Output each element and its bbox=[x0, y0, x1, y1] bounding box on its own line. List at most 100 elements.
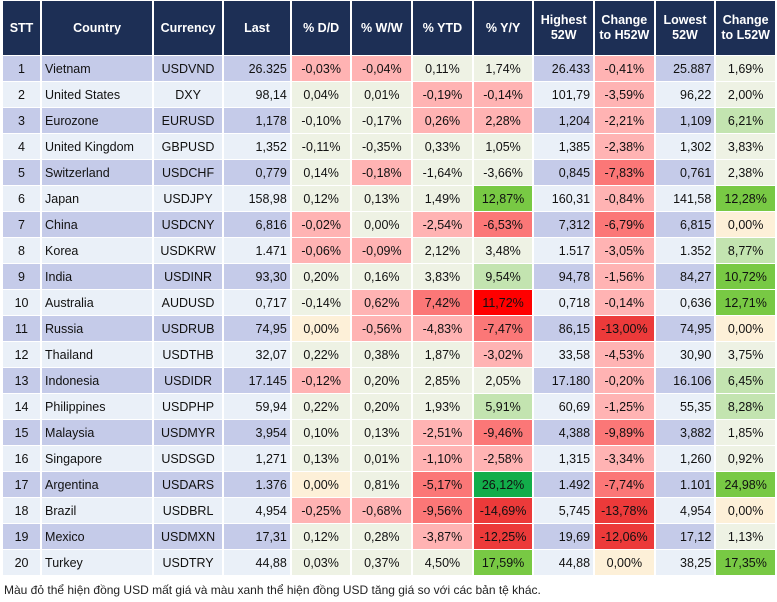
header-ww[interactable]: % W/W bbox=[352, 1, 412, 55]
high52w-cell: 94,78 bbox=[534, 264, 594, 289]
currency-cell: USDKRW bbox=[154, 238, 222, 263]
yy-cell: 11,72% bbox=[473, 290, 533, 315]
dd-cell: -0,10% bbox=[291, 108, 351, 133]
table-row: 13 Indonesia USDIDR 17.145 -0,12% 0,20% 2,85% 2… bbox=[3, 368, 775, 393]
last-cell: 1,271 bbox=[224, 446, 290, 471]
change-l52w-cell: 1,13% bbox=[716, 524, 775, 549]
last-cell: 93,30 bbox=[224, 264, 290, 289]
stt-cell: 14 bbox=[3, 394, 41, 419]
country-cell: Argentina bbox=[42, 472, 153, 497]
header-change-h52w[interactable]: Change to H52W bbox=[595, 1, 654, 55]
low52w-cell: 30,90 bbox=[655, 342, 715, 367]
change-h52w-cell: -3,59% bbox=[595, 82, 654, 107]
change-l52w-cell: 0,00% bbox=[716, 498, 775, 523]
currency-cell: USDPHP bbox=[154, 394, 222, 419]
last-cell: 59,94 bbox=[224, 394, 290, 419]
high52w-cell: 160,31 bbox=[534, 186, 594, 211]
change-h52w-cell: -0,20% bbox=[595, 368, 654, 393]
stt-cell: 7 bbox=[3, 212, 41, 237]
header-yy[interactable]: % Y/Y bbox=[473, 1, 533, 55]
ww-cell: 0,13% bbox=[352, 186, 412, 211]
high52w-cell: 19,69 bbox=[534, 524, 594, 549]
low52w-cell: 84,27 bbox=[655, 264, 715, 289]
dd-cell: -0,12% bbox=[291, 368, 351, 393]
change-l52w-cell: 0,00% bbox=[716, 316, 775, 341]
currency-table: STT Country Currency Last % D/D % W/W % … bbox=[1, 0, 777, 576]
low52w-cell: 16.106 bbox=[655, 368, 715, 393]
high52w-cell: 1,204 bbox=[534, 108, 594, 133]
ww-cell: 0,37% bbox=[352, 550, 412, 575]
high52w-cell: 60,69 bbox=[534, 394, 594, 419]
table-row: 11 Russia USDRUB 74,95 0,00% -0,56% -4,83% -7,4… bbox=[3, 316, 775, 341]
country-cell: Thailand bbox=[42, 342, 153, 367]
high52w-cell: 1,315 bbox=[534, 446, 594, 471]
yy-cell: -3,02% bbox=[473, 342, 533, 367]
last-cell: 1,178 bbox=[224, 108, 290, 133]
currency-cell: GBPUSD bbox=[154, 134, 222, 159]
last-cell: 32,07 bbox=[224, 342, 290, 367]
low52w-cell: 6,815 bbox=[655, 212, 715, 237]
ytd-cell: -1,64% bbox=[413, 160, 472, 185]
header-currency[interactable]: Currency bbox=[154, 1, 222, 55]
change-h52w-cell: -0,84% bbox=[595, 186, 654, 211]
yy-cell: 12,87% bbox=[473, 186, 533, 211]
ww-cell: 0,38% bbox=[352, 342, 412, 367]
currency-cell: USDMXN bbox=[154, 524, 222, 549]
country-cell: Brazil bbox=[42, 498, 153, 523]
stt-cell: 6 bbox=[3, 186, 41, 211]
dd-cell: 0,22% bbox=[291, 342, 351, 367]
country-cell: Turkey bbox=[42, 550, 153, 575]
last-cell: 74,95 bbox=[224, 316, 290, 341]
ytd-cell: 1,87% bbox=[413, 342, 472, 367]
last-cell: 1.376 bbox=[224, 472, 290, 497]
last-cell: 3,954 bbox=[224, 420, 290, 445]
country-cell: Russia bbox=[42, 316, 153, 341]
header-ytd[interactable]: % YTD bbox=[413, 1, 472, 55]
last-cell: 98,14 bbox=[224, 82, 290, 107]
header-country[interactable]: Country bbox=[42, 1, 153, 55]
yy-cell: -14,69% bbox=[473, 498, 533, 523]
low52w-cell: 4,954 bbox=[655, 498, 715, 523]
header-last[interactable]: Last bbox=[224, 1, 290, 55]
stt-cell: 5 bbox=[3, 160, 41, 185]
table-row: 20 Turkey USDTRY 44,88 0,03% 0,37% 4,50% 17,59%… bbox=[3, 550, 775, 575]
country-cell: Eurozone bbox=[42, 108, 153, 133]
dd-cell: 0,12% bbox=[291, 186, 351, 211]
header-dd[interactable]: % D/D bbox=[291, 1, 351, 55]
country-cell: United Kingdom bbox=[42, 134, 153, 159]
currency-cell: USDARS bbox=[154, 472, 222, 497]
stt-cell: 3 bbox=[3, 108, 41, 133]
ytd-cell: -5,17% bbox=[413, 472, 472, 497]
yy-cell: 9,54% bbox=[473, 264, 533, 289]
table-row: 12 Thailand USDTHB 32,07 0,22% 0,38% 1,87% -3,0… bbox=[3, 342, 775, 367]
stt-cell: 8 bbox=[3, 238, 41, 263]
last-cell: 158,98 bbox=[224, 186, 290, 211]
table-row: 9 India USDINR 93,30 0,20% 0,16% 3,83% 9,54% 94,… bbox=[3, 264, 775, 289]
table-row: 8 Korea USDKRW 1.471 -0,06% -0,09% 2,12% 3,48% 1… bbox=[3, 238, 775, 263]
change-h52w-cell: -12,06% bbox=[595, 524, 654, 549]
change-l52w-cell: 0,00% bbox=[716, 212, 775, 237]
header-high52w[interactable]: Highest 52W bbox=[534, 1, 594, 55]
stt-cell: 16 bbox=[3, 446, 41, 471]
low52w-cell: 25.887 bbox=[655, 56, 715, 81]
ww-cell: 0,13% bbox=[352, 420, 412, 445]
country-cell: Mexico bbox=[42, 524, 153, 549]
header-stt[interactable]: STT bbox=[3, 1, 41, 55]
yy-cell: -2,58% bbox=[473, 446, 533, 471]
currency-cell: USDTRY bbox=[154, 550, 222, 575]
header-low52w[interactable]: Lowest 52W bbox=[655, 1, 715, 55]
change-h52w-cell: -2,38% bbox=[595, 134, 654, 159]
dd-cell: 0,12% bbox=[291, 524, 351, 549]
stt-cell: 13 bbox=[3, 368, 41, 393]
country-cell: Korea bbox=[42, 238, 153, 263]
last-cell: 17.145 bbox=[224, 368, 290, 393]
stt-cell: 17 bbox=[3, 472, 41, 497]
last-cell: 1.471 bbox=[224, 238, 290, 263]
change-l52w-cell: 8,77% bbox=[716, 238, 775, 263]
header-row: STT Country Currency Last % D/D % W/W % … bbox=[3, 1, 775, 55]
last-cell: 0,717 bbox=[224, 290, 290, 315]
yy-cell: 1,74% bbox=[473, 56, 533, 81]
high52w-cell: 101,79 bbox=[534, 82, 594, 107]
header-change-l52w[interactable]: Change to L52W bbox=[716, 1, 775, 55]
ww-cell: 0,28% bbox=[352, 524, 412, 549]
